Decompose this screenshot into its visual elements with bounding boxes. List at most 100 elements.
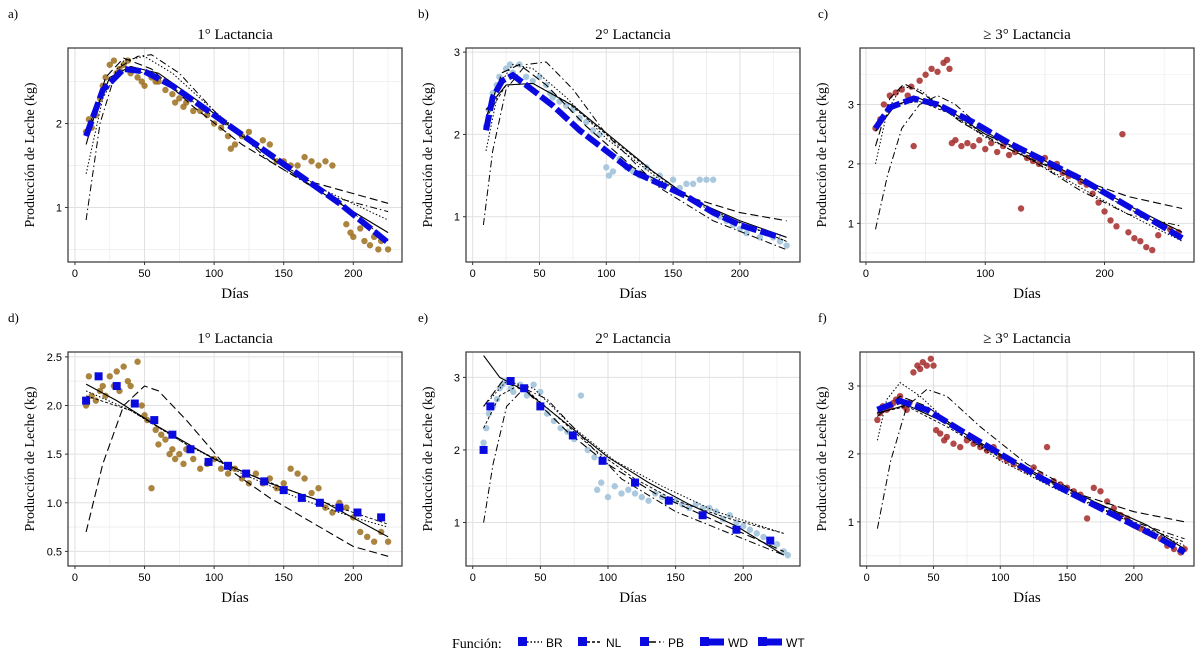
y-tick-label: 1.5	[47, 449, 62, 461]
x-axis-label: Días	[619, 286, 647, 302]
panel-d: 0 50 100 150 200 0.5 1.0 1.5 2.0 2.5 1° Lactancia d…	[8, 310, 403, 606]
data-point	[329, 162, 336, 169]
data-point	[322, 158, 329, 165]
panel-title: 1° Lactancia	[197, 331, 273, 347]
data-point	[537, 388, 544, 396]
legend-label: WT	[786, 636, 805, 650]
y-tick-label: 1	[848, 517, 854, 529]
panel-f: 0 50 100 150 200 1 2 3 ≥ 3° Lactancia f) Días Produ…	[815, 310, 1195, 606]
panel-tag: a)	[8, 6, 18, 21]
data-point	[1083, 515, 1091, 522]
data-point	[343, 504, 350, 511]
data-point	[158, 431, 165, 438]
data-point	[1155, 232, 1162, 239]
data-point	[294, 470, 301, 477]
y-tick-label: 3	[454, 372, 460, 384]
data-point	[756, 234, 764, 241]
data-point	[529, 77, 536, 85]
wt-marker	[486, 402, 495, 411]
data-point	[952, 136, 959, 144]
x-axis-label: Días	[221, 590, 249, 606]
data-point	[176, 95, 183, 102]
data-point	[1107, 217, 1114, 224]
x-tick-label: 0	[470, 572, 476, 584]
panel-title: 2° Lactancia	[595, 331, 671, 347]
data-point	[113, 368, 120, 375]
data-point	[301, 475, 308, 482]
data-point	[880, 101, 888, 108]
y-axis-label: Producción de Leche (kg)	[815, 82, 830, 227]
data-point	[957, 443, 964, 451]
wt-marker	[186, 445, 195, 454]
data-point	[784, 551, 792, 559]
y-tick-label: 2	[56, 119, 62, 131]
wt-marker	[315, 498, 324, 507]
panel-border	[465, 47, 801, 263]
data-point	[593, 486, 601, 494]
data-point	[1005, 151, 1013, 159]
x-tick-label: 0	[72, 572, 78, 584]
data-point	[85, 373, 93, 380]
data-point	[970, 142, 977, 150]
data-point	[171, 99, 179, 106]
data-point	[709, 176, 717, 183]
curve-wd-fit	[876, 397, 1187, 556]
panel-border	[465, 351, 801, 567]
data-point	[329, 509, 336, 516]
x-tick-label: 150	[275, 572, 293, 584]
curve-br	[85, 55, 389, 221]
wt-marker	[631, 478, 640, 487]
data-point	[618, 490, 625, 497]
data-point	[92, 397, 100, 404]
data-point	[583, 118, 590, 126]
data-point	[943, 56, 951, 64]
legend-label: PB	[668, 636, 684, 650]
wt-marker	[536, 402, 545, 411]
data-point	[308, 158, 315, 165]
data-point	[740, 522, 747, 530]
x-tick-label: 50	[927, 572, 939, 584]
data-point	[120, 363, 127, 370]
plot-background	[860, 352, 1194, 566]
data-point	[357, 225, 364, 232]
data-point	[930, 362, 937, 369]
data-point	[280, 480, 287, 487]
wt-marker	[168, 430, 177, 439]
y-tick-label: 0.5	[47, 546, 62, 558]
wt-marker	[479, 445, 488, 454]
data-point	[522, 73, 530, 81]
y-tick-label: 1.0	[47, 498, 62, 510]
data-point	[366, 242, 374, 249]
data-point	[384, 538, 392, 545]
data-point	[485, 410, 493, 417]
curve-solid	[877, 404, 1185, 550]
y-axis-label: Producción de Leche (kg)	[815, 386, 830, 531]
wt-marker	[335, 503, 344, 512]
x-tick-label: 200	[344, 268, 362, 280]
curve-pb	[875, 95, 1183, 230]
wt-marker	[664, 496, 673, 505]
data-point	[773, 541, 781, 548]
data-point	[609, 168, 617, 175]
data-point	[916, 77, 923, 84]
data-point	[584, 446, 591, 454]
panel-tag: b)	[418, 6, 429, 21]
curve-long-dash	[877, 395, 1185, 523]
data-point	[315, 484, 322, 492]
data-point	[638, 493, 645, 501]
curve-long-dash	[874, 83, 1183, 210]
wt-marker	[520, 384, 529, 393]
panels-group: 0 50 100 150 200 1 2 1° Lactancia a) Días Producci…	[8, 6, 1195, 606]
x-tick-label: 100	[991, 572, 1009, 584]
data-point	[605, 172, 613, 179]
data-point	[106, 373, 113, 380]
data-point	[287, 465, 294, 472]
data-point	[1119, 130, 1126, 138]
curve-pb	[483, 387, 784, 556]
x-tick-label: 100	[599, 572, 617, 584]
legend-item-nl: NL	[578, 636, 622, 650]
data-point	[908, 83, 915, 90]
x-tick-label: 100	[205, 572, 223, 584]
data-point	[294, 162, 301, 169]
data-point	[683, 180, 690, 188]
